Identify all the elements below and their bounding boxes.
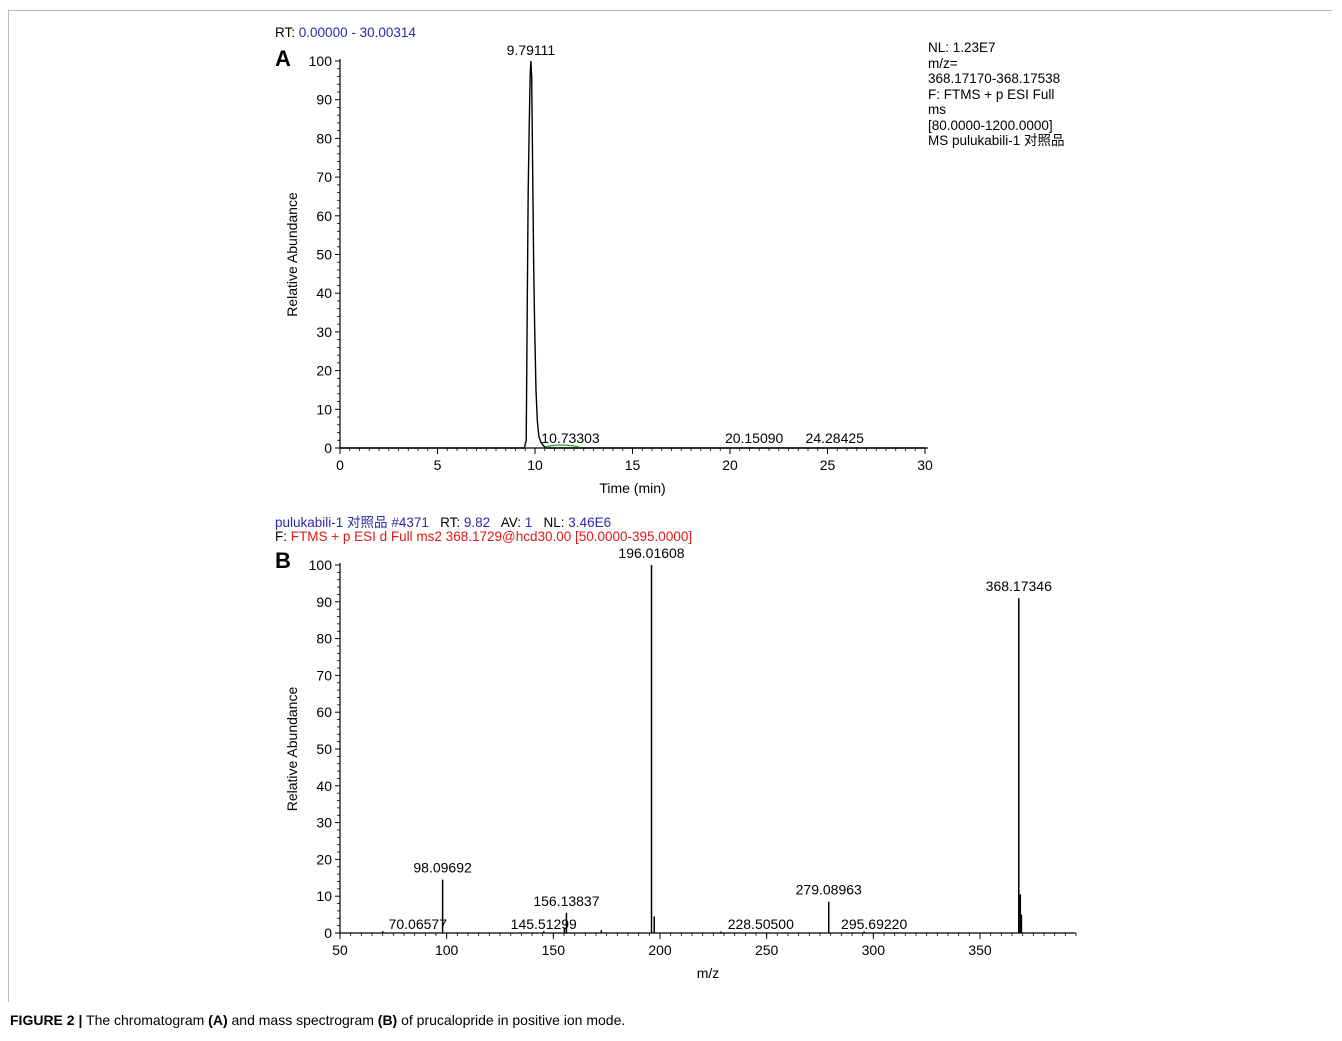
spectrum-peak-label: 228.50500 xyxy=(728,916,794,932)
panel-a-rt-label: RT: xyxy=(275,25,296,40)
nl-line: F: FTMS + p ESI Full xyxy=(928,86,1055,102)
nl-line: MS pulukabili-1 对照品 xyxy=(928,133,1065,148)
chromatogram-y-tick-label: 60 xyxy=(316,208,332,224)
chromatogram-peak-label: 9.79111 xyxy=(507,42,556,58)
chromatogram-x-tick-label: 0 xyxy=(336,457,344,473)
chromatogram-y-axis-title: Relative Abundance xyxy=(284,192,300,317)
spectrum-x-tick-label: 300 xyxy=(862,942,886,958)
spectrum-y-tick-label: 10 xyxy=(316,888,332,904)
figure-caption: FIGURE 2 | The chromatogram (A) and mass… xyxy=(10,1012,625,1028)
spectrum-y-axis-title: Relative Abundance xyxy=(284,687,300,812)
caption-ref-a: (A) xyxy=(208,1012,228,1028)
spectrum-y-tick-label: 90 xyxy=(316,594,332,610)
spectrum-y-tick-label: 70 xyxy=(316,667,332,683)
panel-b-rt-value: 9.82 xyxy=(463,515,491,530)
chromatogram-trace xyxy=(340,60,925,449)
chromatogram-x-tick-label: 10 xyxy=(527,457,543,473)
chromatogram-x-tick-label: 5 xyxy=(434,457,442,473)
panel-b-header-line1: pulukabili-1 对照品 #4371 RT: 9.82 AV: 1 NL… xyxy=(275,511,611,531)
spectrum-x-tick-label: 50 xyxy=(332,942,348,958)
spectrum-y-tick-label: 30 xyxy=(316,815,332,831)
spectrum-x-tick-label: 150 xyxy=(542,942,566,958)
panel-b-filter: FTMS + p ESI d Full ms2 368.1729@hcd30.0… xyxy=(290,529,693,544)
panel-b-rt-label: RT: xyxy=(440,515,461,530)
caption-label: FIGURE 2 | xyxy=(10,1012,83,1028)
spectrum-y-tick-label: 100 xyxy=(309,557,333,573)
chromatogram-y-tick-label: 0 xyxy=(324,440,332,456)
chromatogram-peak-label: 10.73303 xyxy=(541,430,600,446)
chromatogram-x-axis-title: Time (min) xyxy=(599,480,665,496)
spectrum-x-tick-label: 350 xyxy=(968,942,992,958)
caption-ref-b: (B) xyxy=(377,1012,398,1028)
chromatogram-y-tick-label: 10 xyxy=(316,401,332,417)
spectrum-peak-label: 70.06577 xyxy=(389,916,448,932)
panel-b-header-line2: F: FTMS + p ESI d Full ms2 368.1729@hcd3… xyxy=(275,529,692,544)
panel-a-letter: A xyxy=(275,46,291,71)
spectrum-x-tick-label: 200 xyxy=(648,942,672,958)
caption-text-3: of prucalopride in positive ion mode. xyxy=(397,1012,626,1028)
spectrum-y-tick-label: 80 xyxy=(316,631,332,647)
spectrum-peak-label: 279.08963 xyxy=(796,882,862,898)
chromatogram-x-tick-label: 20 xyxy=(722,457,738,473)
panel-a-rt-header: RT: 0.00000 - 30.00314 xyxy=(275,25,416,40)
chromatogram-y-tick-label: 20 xyxy=(316,363,332,379)
spectrum-x-tick-label: 250 xyxy=(755,942,779,958)
chromatogram-y-tick-label: 50 xyxy=(316,247,332,263)
chromatogram-y-tick-label: 70 xyxy=(316,169,332,185)
chromatogram-peak-label: 20.15090 xyxy=(725,430,784,446)
chromatogram-minor-peak xyxy=(545,444,580,448)
panel-b-av-value: 1 xyxy=(524,515,533,530)
spectrum-y-tick-label: 60 xyxy=(316,704,332,720)
chromatogram-y-tick-label: 90 xyxy=(316,92,332,108)
spectrum-peak-label: 196.01608 xyxy=(618,545,684,561)
caption-text-2: and mass spectrogram xyxy=(227,1012,378,1028)
panel-b-file: pulukabili-1 对照品 xyxy=(275,515,388,530)
spectrum-peak-label: 368.17346 xyxy=(986,578,1052,594)
spectrum-y-tick-label: 20 xyxy=(316,851,332,867)
spectrum-y-tick-label: 0 xyxy=(324,925,332,941)
spectrum-x-tick-label: 100 xyxy=(435,942,459,958)
panel-b-nl-label: NL: xyxy=(543,515,565,530)
spectrum-y-tick-label: 50 xyxy=(316,741,332,757)
spectrum-peak-label: 156.13837 xyxy=(533,893,599,909)
nl-line: [80.0000-1200.0000] xyxy=(928,117,1053,133)
spectrum-y-tick-label: 40 xyxy=(316,778,332,794)
panel-b-nl-value: 3.46E6 xyxy=(568,515,612,530)
chromatogram-y-tick-label: 40 xyxy=(316,285,332,301)
chromatogram-peak-label: 24.28425 xyxy=(806,430,865,446)
panel-b-scan: #4371 xyxy=(391,515,429,530)
chromatogram-y-tick-label: 30 xyxy=(316,324,332,340)
chromatogram-x-tick-label: 15 xyxy=(625,457,641,473)
spectrum-peak-label: 295.69220 xyxy=(841,916,907,932)
nl-line: 368.17170-368.17538 xyxy=(928,71,1061,86)
panel-b-av-label: AV: xyxy=(500,515,521,530)
chromatogram-y-tick-label: 80 xyxy=(316,130,332,146)
panel-b-f-label: F: xyxy=(275,529,287,544)
nl-line: m/z= xyxy=(928,55,958,71)
nl-line: NL: 1.23E7 xyxy=(928,40,996,55)
panel-a-nl-block: NL: 1.23E7 m/z= 368.17170-368.17538 F: F… xyxy=(928,40,1065,149)
panel-b-letter: B xyxy=(275,548,291,573)
caption-text-1: The chromatogram xyxy=(82,1012,209,1028)
nl-line: ms xyxy=(928,102,946,117)
chromatogram-x-tick-label: 30 xyxy=(917,457,933,473)
spectrum-x-axis-title: m/z xyxy=(697,965,720,981)
panel-a-rt-range: 0.00000 - 30.00314 xyxy=(298,25,416,40)
figure-frame xyxy=(8,10,1332,1002)
chromatogram-x-tick-label: 25 xyxy=(820,457,836,473)
spectrum-peak-label: 98.09692 xyxy=(413,860,472,876)
spectrum-peak-label: 145.51299 xyxy=(511,916,577,932)
chromatogram-y-tick-label: 100 xyxy=(309,53,333,69)
